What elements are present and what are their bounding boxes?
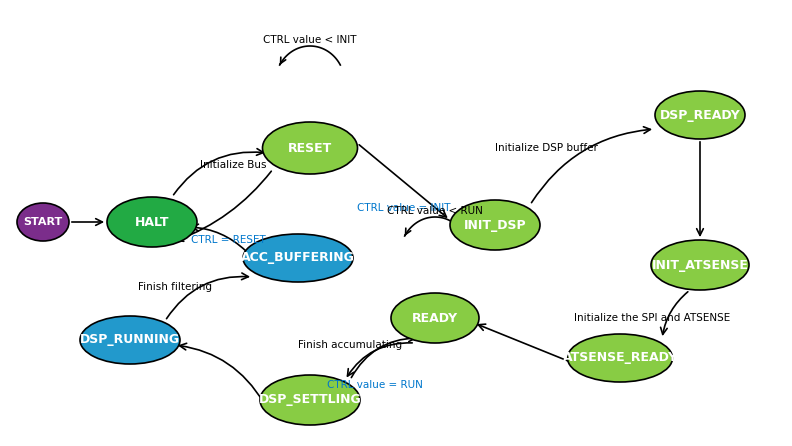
Text: ACC_BUFFERING: ACC_BUFFERING bbox=[241, 252, 355, 264]
FancyArrowPatch shape bbox=[177, 171, 272, 241]
FancyArrowPatch shape bbox=[173, 149, 264, 195]
FancyArrowPatch shape bbox=[72, 219, 102, 225]
FancyArrowPatch shape bbox=[352, 335, 415, 378]
Ellipse shape bbox=[17, 203, 69, 241]
FancyArrowPatch shape bbox=[359, 145, 447, 217]
Ellipse shape bbox=[262, 122, 357, 174]
Text: CTRL value < RUN: CTRL value < RUN bbox=[387, 206, 483, 216]
Ellipse shape bbox=[260, 375, 360, 425]
FancyArrowPatch shape bbox=[697, 142, 703, 235]
FancyArrowPatch shape bbox=[531, 127, 650, 202]
Ellipse shape bbox=[80, 316, 180, 364]
Text: Finish accumulating: Finish accumulating bbox=[298, 340, 402, 350]
Ellipse shape bbox=[450, 200, 540, 250]
Ellipse shape bbox=[568, 334, 672, 382]
Ellipse shape bbox=[391, 293, 479, 343]
Text: INIT_ATSENSE: INIT_ATSENSE bbox=[652, 259, 748, 272]
Text: Initialize the SPI and ATSENSE: Initialize the SPI and ATSENSE bbox=[573, 313, 730, 323]
Text: CTRL value = INIT: CTRL value = INIT bbox=[357, 203, 451, 213]
Text: READY: READY bbox=[412, 311, 458, 325]
Text: RESET: RESET bbox=[287, 141, 332, 154]
FancyArrowPatch shape bbox=[661, 292, 688, 334]
Text: CTRL = RESET: CTRL = RESET bbox=[191, 235, 265, 245]
Text: ATSENSE_READY: ATSENSE_READY bbox=[562, 351, 677, 364]
FancyArrowPatch shape bbox=[478, 324, 570, 362]
Text: DSP_SETTLING: DSP_SETTLING bbox=[259, 393, 361, 406]
Text: Initialize Bus: Initialize Bus bbox=[200, 160, 266, 170]
FancyArrowPatch shape bbox=[180, 343, 264, 403]
Text: DSP_READY: DSP_READY bbox=[660, 108, 741, 121]
Text: INIT_DSP: INIT_DSP bbox=[463, 219, 527, 231]
FancyArrowPatch shape bbox=[192, 224, 246, 251]
FancyArrowPatch shape bbox=[166, 273, 249, 319]
Text: Initialize DSP buffer: Initialize DSP buffer bbox=[495, 143, 598, 153]
Text: HALT: HALT bbox=[135, 215, 169, 228]
Text: Finish filtering: Finish filtering bbox=[138, 282, 212, 292]
Text: DSP_RUNNING: DSP_RUNNING bbox=[80, 334, 180, 347]
Text: START: START bbox=[24, 217, 63, 227]
Ellipse shape bbox=[651, 240, 749, 290]
Ellipse shape bbox=[243, 234, 353, 282]
Ellipse shape bbox=[655, 91, 745, 139]
Text: CTRL value = RUN: CTRL value = RUN bbox=[327, 380, 423, 390]
FancyArrowPatch shape bbox=[348, 343, 412, 376]
Ellipse shape bbox=[107, 197, 197, 247]
Text: CTRL value < INIT: CTRL value < INIT bbox=[263, 35, 356, 45]
